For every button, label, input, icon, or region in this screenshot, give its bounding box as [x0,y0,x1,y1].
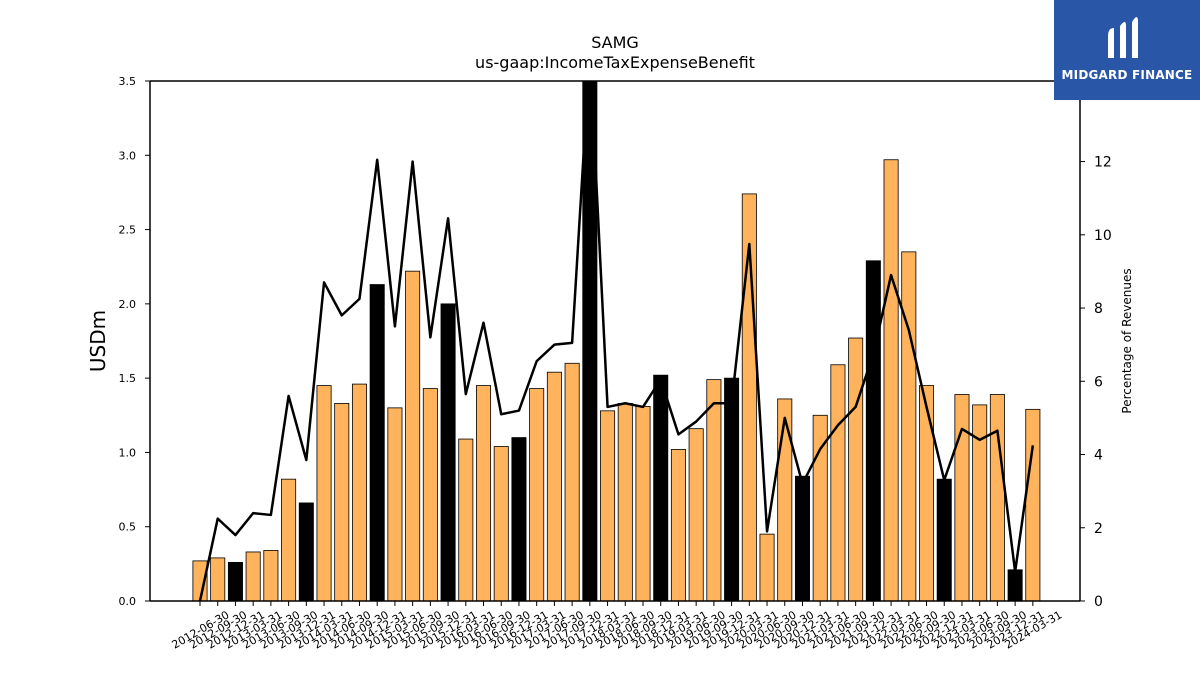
bar-2012-09-30 [210,557,226,601]
logo-text: MIDGARD FINANCE [1061,68,1193,82]
bar-2017-09-30 [564,362,580,601]
y2-tick-label: 12 [1094,155,1112,171]
bar-2022-06-30 [901,251,917,601]
logo-mark-icon [1108,17,1138,58]
y-tick-label: 0.5 [119,521,137,534]
y-tick-label: 3.0 [119,149,137,162]
bar-2023-03-31 [954,394,970,601]
y-tick-label: 1.0 [119,446,137,459]
bar-2016-03-31 [458,438,474,601]
midgard-finance-logo: MIDGARD FINANCE [1054,0,1200,100]
y2-tick-label: 6 [1094,374,1103,390]
bar-2020-12-31 [794,475,810,601]
bar-2016-12-31 [511,437,527,601]
y2-axis-label: Percentage of Revenues [1120,268,1134,413]
bar-2014-06-30 [334,402,350,601]
y-axis-label: USDm [86,310,110,372]
y-tick-label: 1.5 [119,372,137,385]
bar-2019-06-30 [688,428,704,601]
bar-2017-03-31 [529,388,545,601]
percentage-of-revenues-line [198,81,1035,601]
bar-2018-03-31 [600,410,616,601]
bar-2016-06-30 [476,385,492,601]
bar-2013-09-30 [281,478,297,601]
bar-2013-12-31 [298,502,314,601]
bar-2014-12-31 [369,284,385,601]
bar-2024-03-31 [1025,408,1041,601]
bar-2020-06-30 [759,533,775,601]
y2-tick-label: 10 [1094,228,1112,244]
y2-tick-label: 4 [1094,448,1103,464]
bar-2022-09-30 [919,385,935,601]
bar-2015-12-31 [440,303,456,601]
bar-2023-06-30 [972,404,988,601]
bar-2013-03-31 [245,551,261,601]
y2-tick-label: 8 [1094,301,1103,317]
y2-tick-label: 2 [1094,521,1103,537]
bar-2015-03-31 [387,407,403,601]
bar-2015-09-30 [422,388,438,601]
y-tick-label: 3.5 [119,75,137,88]
bar-2017-06-30 [546,371,562,601]
bar-2021-06-30 [830,364,846,601]
bar-2020-09-30 [777,398,793,601]
bar-2021-03-31 [812,414,828,601]
bar-2022-03-31 [883,159,899,601]
y-tick-label: 0.0 [119,595,137,608]
chart-subtitle: us-gaap:IncomeTaxExpenseBenefit [475,53,755,72]
bar-2012-06-30 [192,560,208,601]
bar-2022-12-31 [936,478,952,601]
bar-2018-09-30 [635,405,651,601]
bar-2023-12-31 [1007,569,1023,601]
bar-2018-06-30 [617,402,633,601]
bar-2018-12-31 [653,374,669,601]
y-tick-label: 2.0 [119,298,137,311]
bar-2019-03-31 [670,449,686,601]
bar-2019-09-30 [706,379,722,601]
chart-title: SAMG [591,33,639,52]
y-tick-label: 2.5 [119,224,137,237]
bar-2012-12-31 [227,561,243,601]
bar-2014-09-30 [351,383,367,601]
bar-2023-09-30 [989,394,1005,601]
bar-2013-06-30 [263,550,279,601]
bar-2021-09-30 [848,337,864,601]
y2-tick-label: 0 [1094,594,1103,610]
bar-2019-12-31 [724,377,740,601]
bar-2021-12-31 [865,260,881,601]
bar-2014-03-31 [316,385,332,601]
bar-2015-06-30 [405,270,421,601]
bar-2016-09-30 [493,446,509,601]
